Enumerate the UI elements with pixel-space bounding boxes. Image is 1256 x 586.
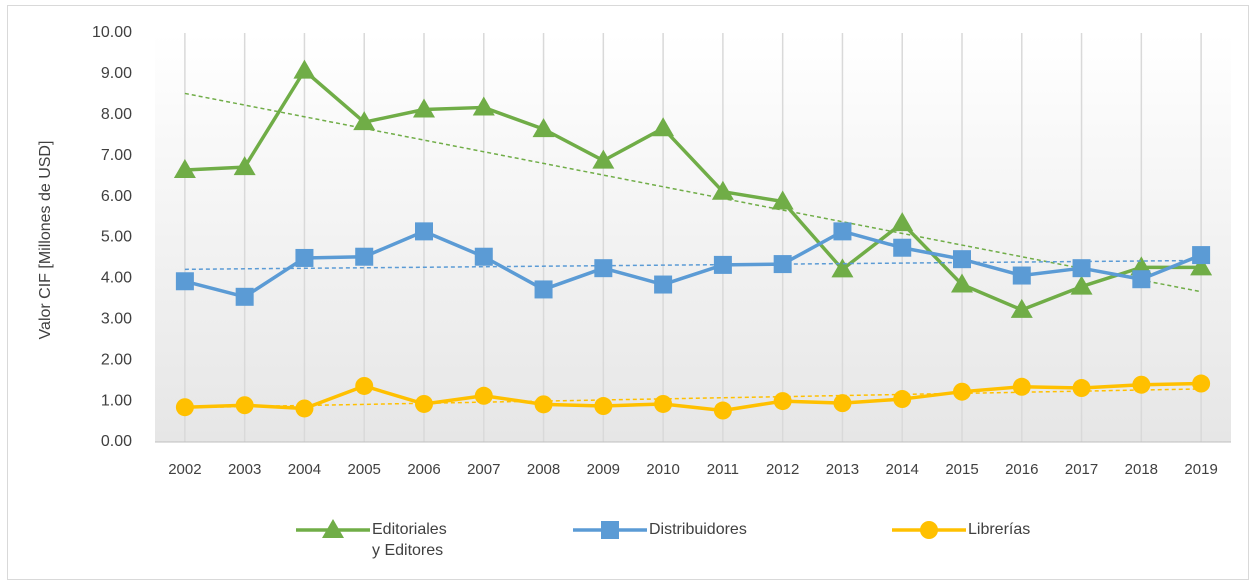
x-tick-label: 2009 — [587, 461, 620, 478]
marker — [175, 272, 194, 291]
marker — [355, 247, 374, 266]
marker — [713, 255, 732, 274]
y-tick-label: 2.00 — [101, 351, 132, 368]
marker — [235, 287, 254, 306]
x-tick-label: 2018 — [1125, 461, 1158, 478]
y-axis-label: Valor CIF [Millones de USD] — [37, 141, 54, 340]
legend-label: Editoriales y Editores — [372, 521, 447, 559]
marker — [233, 156, 256, 176]
series-line — [184, 68, 1202, 312]
marker — [1072, 379, 1091, 398]
marker — [1192, 246, 1211, 265]
y-tick-label: 5.00 — [101, 229, 132, 246]
x-tick-label: 2017 — [1065, 461, 1098, 478]
x-tick-label: 2006 — [407, 461, 440, 478]
marker — [1190, 256, 1213, 276]
marker — [534, 280, 553, 299]
x-tick-label: 2014 — [886, 461, 919, 478]
marker — [1132, 375, 1151, 394]
y-tick-label: 8.00 — [101, 106, 132, 123]
marker — [1072, 259, 1091, 278]
y-tick-label: 6.00 — [101, 188, 132, 205]
marker — [891, 212, 914, 232]
marker — [353, 111, 376, 131]
chart-border — [7, 5, 1249, 580]
marker — [415, 222, 433, 241]
x-tick-label: 2016 — [1005, 461, 1038, 478]
x-tick-label: 2010 — [646, 461, 679, 478]
trendline — [184, 259, 1202, 271]
x-tick-label: 2013 — [826, 461, 859, 478]
legend-label: Distribuidores — [649, 521, 747, 538]
marker — [235, 396, 254, 415]
marker — [592, 149, 615, 169]
y-tick-label: 7.00 — [101, 147, 132, 164]
marker — [594, 259, 613, 278]
marker — [771, 190, 794, 210]
y-tick-label: 1.00 — [101, 392, 132, 409]
marker — [295, 399, 314, 418]
marker — [355, 376, 374, 395]
trendline — [184, 388, 1202, 409]
series-line — [184, 381, 1202, 413]
x-tick-label: 2004 — [288, 461, 321, 478]
marker — [534, 395, 553, 414]
x-tick-label: 2002 — [168, 461, 201, 478]
marker — [532, 118, 555, 138]
y-tick-label: 4.00 — [101, 270, 132, 287]
x-tick-label: 2019 — [1184, 461, 1217, 478]
marker — [1012, 266, 1031, 285]
x-tick-label: 2003 — [228, 461, 261, 478]
marker — [833, 394, 852, 413]
marker — [1070, 275, 1093, 295]
marker — [831, 258, 854, 278]
marker — [833, 222, 852, 241]
marker — [1132, 270, 1151, 289]
marker — [1010, 298, 1033, 318]
marker — [713, 401, 732, 420]
x-tick-label: 2012 — [766, 461, 799, 478]
x-tick-label: 2008 — [527, 461, 560, 478]
plot-area — [155, 33, 1231, 442]
marker — [893, 238, 912, 257]
marker — [295, 248, 314, 267]
marker — [953, 382, 971, 401]
series-line — [184, 229, 1202, 299]
marker — [951, 273, 973, 293]
marker — [293, 59, 316, 79]
y-tick-label: 10.00 — [92, 24, 132, 41]
marker — [474, 386, 493, 405]
y-tick-label: 0.00 — [101, 433, 132, 450]
marker — [594, 397, 613, 416]
marker — [953, 250, 971, 269]
marker — [773, 392, 792, 411]
x-tick-label: 2011 — [707, 461, 739, 478]
x-tick-label: 2005 — [348, 461, 381, 478]
marker — [893, 390, 912, 409]
marker — [472, 96, 495, 116]
marker — [652, 117, 675, 137]
marker — [773, 255, 792, 274]
trendline — [184, 92, 1202, 293]
marker — [654, 394, 673, 413]
marker — [474, 247, 493, 266]
marker — [322, 519, 344, 538]
marker — [711, 180, 734, 200]
legend-label: Librerías — [968, 521, 1031, 538]
marker — [415, 394, 433, 413]
marker — [920, 521, 938, 539]
y-tick-label: 9.00 — [101, 65, 132, 82]
x-tick-label: 2015 — [945, 461, 978, 478]
marker — [654, 275, 673, 294]
marker — [601, 521, 619, 539]
marker — [175, 398, 194, 417]
x-tick-label: 2007 — [467, 461, 500, 478]
y-tick-label: 3.00 — [101, 311, 132, 328]
marker — [413, 98, 435, 118]
marker — [1192, 374, 1211, 393]
marker — [173, 159, 196, 179]
marker — [1012, 377, 1031, 396]
